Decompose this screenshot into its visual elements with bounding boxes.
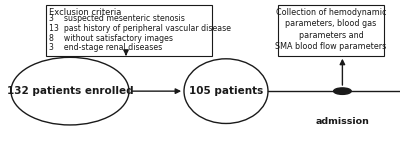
Text: 132 patients enrolled: 132 patients enrolled [7, 86, 133, 96]
Text: 13  past history of peripheral vascular disease: 13 past history of peripheral vascular d… [49, 24, 231, 33]
Text: SMA blood flow parameters: SMA blood flow parameters [275, 42, 387, 51]
Text: 3    end-stage renal diseases: 3 end-stage renal diseases [49, 44, 162, 52]
Text: parameters, blood gas: parameters, blood gas [285, 19, 377, 28]
Text: admission: admission [316, 117, 369, 126]
Text: parameters and: parameters and [299, 31, 363, 40]
FancyBboxPatch shape [46, 5, 212, 56]
FancyBboxPatch shape [278, 5, 384, 56]
Text: 105 patients: 105 patients [189, 86, 263, 96]
Text: Collection of hemodynamic: Collection of hemodynamic [276, 8, 386, 17]
Text: 8    without satisfactory images: 8 without satisfactory images [49, 34, 173, 43]
Text: 3    suspected mesenteric stenosis: 3 suspected mesenteric stenosis [49, 14, 185, 23]
Text: Exclusion criteria: Exclusion criteria [49, 8, 122, 17]
Circle shape [334, 88, 351, 94]
